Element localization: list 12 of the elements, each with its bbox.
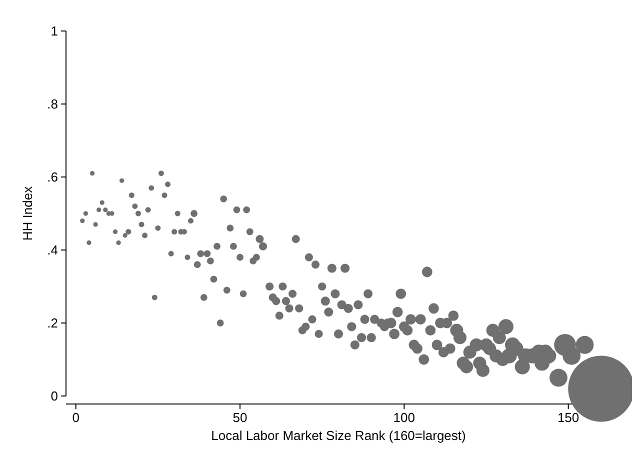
x-tick-label: 150 [557, 410, 580, 425]
x-tick-label: 100 [393, 410, 416, 425]
y-tick-label: .6 [47, 170, 58, 185]
y-tick-label: .8 [47, 96, 58, 112]
x-axis-title: Local Labor Market Size Rank (160=largest) [211, 428, 466, 443]
x-tick-label: 0 [72, 410, 80, 425]
y-tick-label: .2 [47, 316, 58, 331]
y-tick-label: 0 [50, 388, 58, 404]
y-axis-title: HH Index [20, 186, 35, 241]
y-tick-label: .4 [47, 242, 58, 258]
y-tick-label: 1 [50, 24, 58, 39]
x-tick-label: 50 [232, 410, 248, 425]
